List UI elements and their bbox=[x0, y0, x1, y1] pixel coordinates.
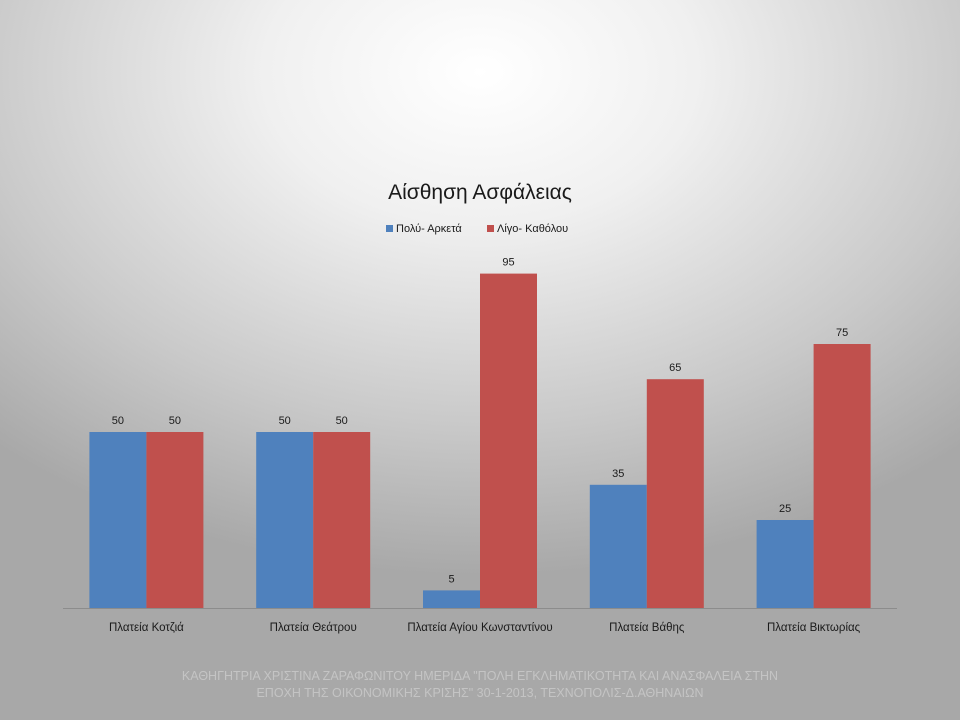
chart-title: Αίσθηση Ασφάλειας bbox=[388, 181, 572, 204]
bar-3-series-2 bbox=[480, 273, 537, 608]
data-label-4-series-2: 65 bbox=[669, 362, 681, 374]
bar-5-series-2 bbox=[813, 344, 871, 608]
x-tick-label-1: Πλατεία Κοτζιά bbox=[109, 622, 184, 634]
bar-5-series-1 bbox=[756, 520, 814, 608]
data-label-2-series-2: 50 bbox=[336, 415, 348, 427]
bar-3-series-1 bbox=[423, 590, 480, 608]
chart-legend: Πολύ- Αρκετά Λίγο- Καθόλου bbox=[386, 223, 568, 235]
data-label-3-series-1: 5 bbox=[448, 573, 454, 585]
footer-line-1: ΚΑΘΗΓΗΤΡΙΑ ΧΡΙΣΤΙΝΑ ΖΑΡΑΦΩΝΙΤΟΥ ΗΜΕΡΙΔΑ … bbox=[181, 669, 779, 683]
data-label-2-series-1: 50 bbox=[279, 415, 291, 427]
bar-2-series-2 bbox=[313, 432, 371, 608]
x-tick-label-2: Πλατεία Θεάτρου bbox=[270, 622, 357, 634]
data-label-1-series-2: 50 bbox=[169, 415, 181, 427]
x-tick-label-5: Πλατεία Βικτωρίας bbox=[767, 622, 861, 634]
bar-4-series-1 bbox=[589, 484, 647, 608]
bar-1-series-2 bbox=[146, 432, 204, 608]
legend-label-1: Πολύ- Αρκετά bbox=[396, 223, 462, 235]
data-label-5-series-1: 25 bbox=[779, 503, 791, 515]
data-label-3-series-2: 95 bbox=[502, 257, 514, 269]
x-axis-ticks: Πλατεία Κοτζιά Πλατεία Θεάτρου Πλατεία Αγί… bbox=[109, 622, 861, 634]
bar-2-series-1 bbox=[256, 432, 314, 608]
bar-1-series-1 bbox=[89, 432, 147, 608]
footer-caption: ΚΑΘΗΓΗΤΡΙΑ ΧΡΙΣΤΙΝΑ ΖΑΡΑΦΩΝΙΤΟΥ ΗΜΕΡΙΔΑ … bbox=[0, 668, 960, 702]
data-labels-group: 50 50 50 50 5 95 35 65 25 75 bbox=[112, 257, 848, 586]
x-tick-label-3: Πλατεία Αγίου Κωνσταντίνου bbox=[407, 622, 552, 634]
legend-swatch-1 bbox=[386, 225, 393, 232]
legend-label-2: Λίγο- Καθόλου bbox=[497, 223, 568, 235]
legend-swatch-2 bbox=[487, 225, 494, 232]
bar-chart: Αίσθηση Ασφάλειας Πολύ- Αρκετά Λίγο- Καθό… bbox=[63, 181, 897, 634]
bar-4-series-2 bbox=[646, 379, 704, 608]
bars-group bbox=[89, 273, 871, 608]
data-label-4-series-1: 35 bbox=[612, 468, 624, 480]
data-label-5-series-2: 75 bbox=[836, 327, 848, 339]
footer-line-2: ΕΠΟΧΗ ΤΗΣ ΟΙΚΟΝΟΜΙΚΗΣ ΚΡΙΣΗΣ" 30-1-2013,… bbox=[256, 686, 704, 700]
x-tick-label-4: Πλατεία Βάθης bbox=[609, 622, 685, 634]
data-label-1-series-1: 50 bbox=[112, 415, 124, 427]
